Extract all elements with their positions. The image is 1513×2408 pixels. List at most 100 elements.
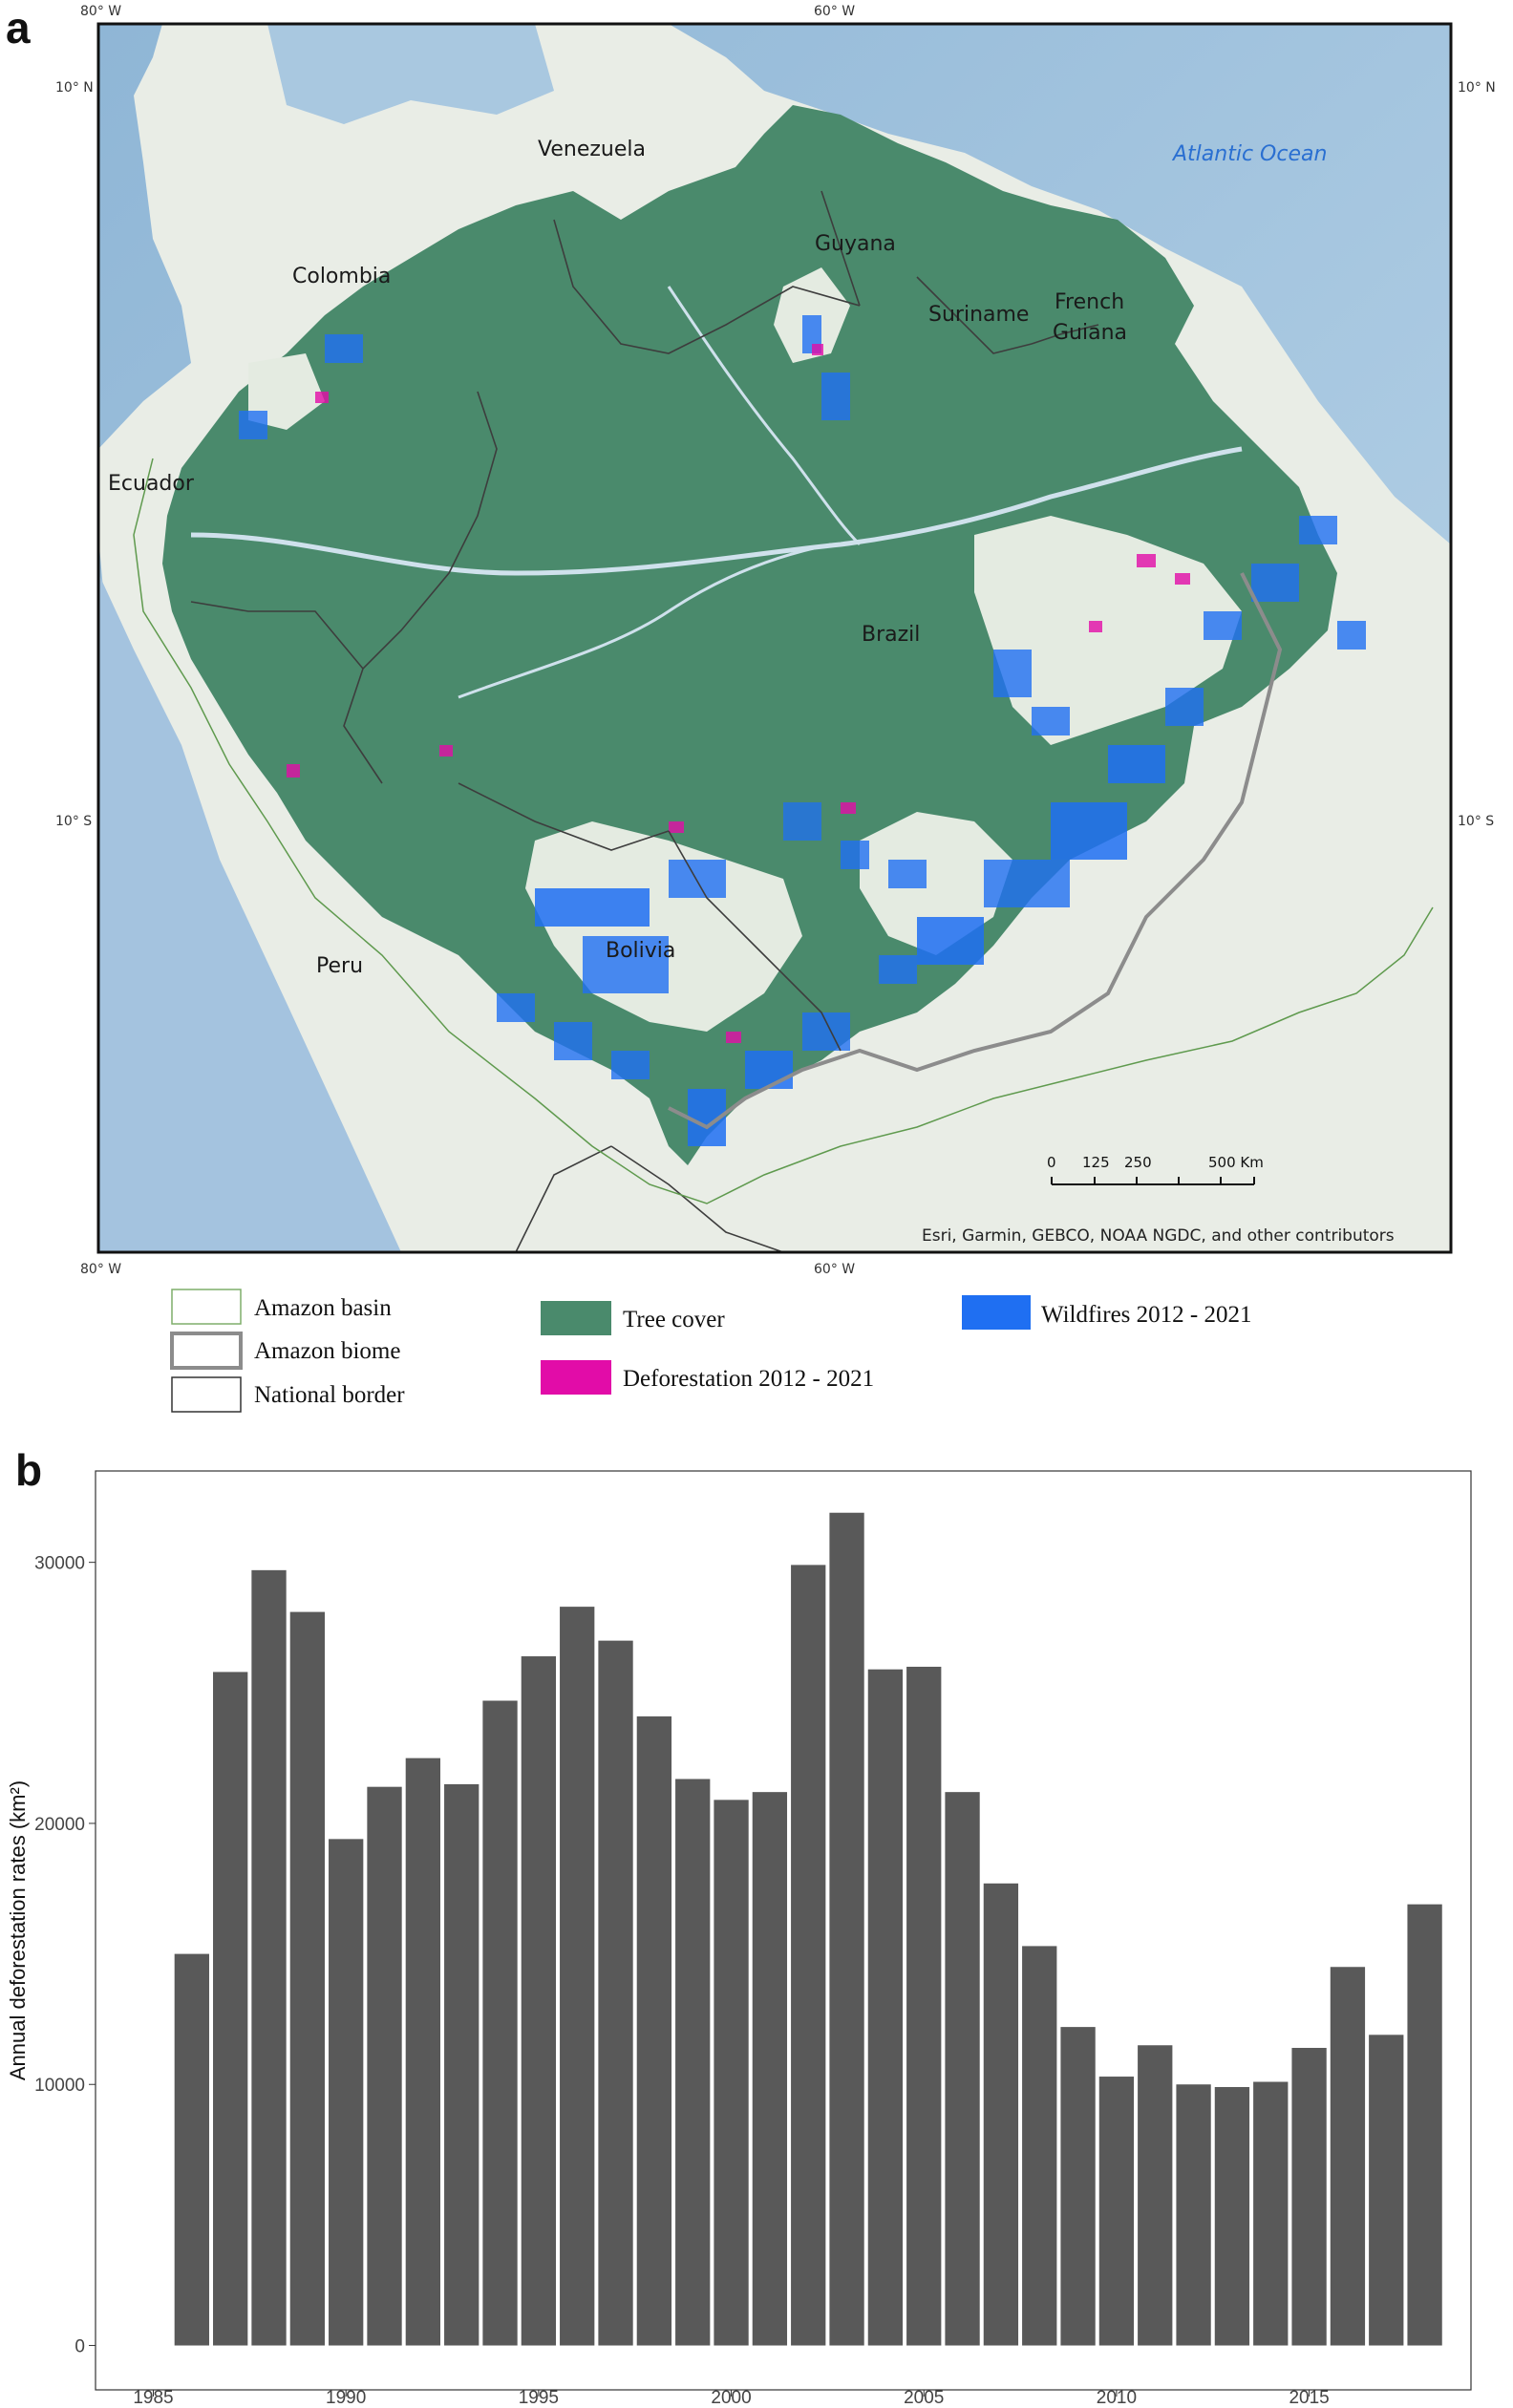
bar-2002: [791, 1565, 826, 2346]
legend-label-amazon-basin: Amazon basin: [254, 1295, 392, 1321]
x-tick-label: 1995: [519, 2388, 559, 2408]
bar-1990: [329, 1839, 364, 2346]
bars-group: [174, 1512, 1442, 2346]
river: [458, 543, 832, 699]
label-bolivia: Bolivia: [606, 939, 675, 963]
coord-bottom-left: 80° W: [80, 1262, 121, 1277]
bar-2003: [829, 1512, 864, 2346]
tree-cover-area: [162, 105, 1337, 1165]
legend-swatch-wildfires: [962, 1295, 1031, 1330]
coord-top-mid: 60° W: [814, 4, 855, 19]
legend-swatch-national-border: [171, 1376, 242, 1413]
y-axis-ticks: 0 10000 20000 30000: [34, 1554, 96, 2357]
national-borders: [190, 190, 1099, 1252]
bar-2016: [1330, 1967, 1366, 2346]
x-tick-label: 2015: [1289, 2388, 1329, 2408]
amazon-basin-border: [133, 458, 1434, 1204]
bar-2000: [714, 1800, 749, 2346]
scale-label-125: 125: [1082, 1154, 1110, 1171]
coord-left-n: 10° N: [55, 80, 94, 96]
bar-2008: [1022, 1946, 1057, 2346]
river: [667, 286, 862, 546]
scale-label-0: 0: [1047, 1154, 1056, 1171]
coord-right-n: 10° N: [1458, 80, 1496, 96]
bar-2007: [983, 1883, 1019, 2346]
label-venezuela: Venezuela: [538, 138, 646, 161]
label-french-guiana-1: French: [1055, 290, 1124, 314]
label-peru: Peru: [316, 954, 363, 978]
coord-right-s: 10° S: [1458, 814, 1494, 829]
bar-1996: [560, 1607, 595, 2346]
caribbean-area: [267, 24, 554, 124]
x-tick-label: 1985: [133, 2388, 173, 2408]
label-atlantic-ocean: Atlantic Ocean: [1171, 142, 1327, 166]
scale-label-250: 250: [1124, 1154, 1152, 1171]
coord-left-s: 10° S: [55, 814, 92, 829]
wildfire-markers: [239, 315, 1366, 1146]
bar-2005: [906, 1666, 942, 2346]
legend-label-wildfires: Wildfires 2012 - 2021: [1041, 1302, 1251, 1328]
label-french-guiana-2: Guiana: [1053, 321, 1127, 345]
coord-top-left: 80° W: [80, 4, 121, 19]
map-frame: [96, 22, 1453, 1254]
legend-swatch-tree-cover: [541, 1301, 611, 1335]
y-tick-label: 20000: [34, 1815, 85, 1835]
bar-1997: [598, 1640, 633, 2346]
legend-swatch-deforestation: [541, 1360, 611, 1395]
deforestation-bar-chart: 1985 1990 1995 2000 2005 2010 2015 0 10000 20000…: [6, 1470, 1472, 2408]
panel-a-letter: a: [6, 3, 31, 53]
bar-2006: [945, 1792, 980, 2346]
label-suriname: Suriname: [928, 303, 1029, 327]
bar-2018: [1407, 1904, 1442, 2346]
river: [190, 446, 1243, 576]
legend-label-national-border: National border: [254, 1382, 405, 1408]
bar-2009: [1060, 2027, 1096, 2346]
label-guyana: Guyana: [815, 232, 896, 256]
y-tick-label: 0: [75, 2337, 85, 2357]
pacific-area: [98, 573, 401, 1252]
bar-2012: [1176, 2084, 1211, 2346]
bar-1991: [367, 1786, 402, 2346]
bar-1987: [213, 1672, 248, 2346]
bar-1992: [405, 1758, 441, 2346]
deforestation-markers: [287, 344, 1190, 1043]
x-tick-label: 2010: [1097, 2388, 1137, 2408]
bar-1989: [289, 1611, 325, 2346]
bar-2017: [1369, 2035, 1404, 2346]
x-tick-label: 1990: [326, 2388, 366, 2408]
x-tick-label: 2000: [711, 2388, 751, 2408]
legend-swatch-amazon-basin: [171, 1289, 242, 1325]
bar-1995: [521, 1656, 557, 2346]
y-axis-title: Annual deforestation rates (km²): [6, 1780, 30, 2080]
bar-1993: [444, 1783, 479, 2346]
bar-2011: [1138, 2045, 1173, 2346]
x-tick-label: 2005: [904, 2388, 944, 2408]
bar-2015: [1291, 2047, 1327, 2346]
label-brazil: Brazil: [862, 623, 920, 647]
bar-2010: [1098, 2077, 1135, 2346]
map-legend: Amazon basin Amazon biome National borde…: [170, 1289, 1251, 1413]
panel-b-letter: b: [15, 1445, 43, 1495]
map-credit: Esri, Garmin, GEBCO, NOAA NGDC, and othe…: [922, 1226, 1395, 1246]
amazon-biome-border: [668, 572, 1283, 1130]
legend-label-amazon-biome: Amazon biome: [254, 1338, 400, 1364]
bar-1994: [482, 1700, 518, 2346]
bar-2014: [1253, 2081, 1289, 2346]
y-tick-label: 30000: [34, 1554, 85, 1574]
amazon-map: 80° W 60° W 80° W 60° W 10° N 10° S 10° …: [55, 4, 1496, 1413]
bar-1988: [251, 1569, 287, 2346]
bar-1999: [675, 1779, 711, 2346]
bar-1998: [636, 1715, 672, 2346]
label-colombia: Colombia: [292, 265, 391, 288]
label-ecuador: Ecuador: [108, 472, 195, 496]
bar-2004: [867, 1669, 904, 2346]
bar-2013: [1214, 2086, 1250, 2346]
x-axis-ticks: 1985 1990 1995 2000 2005 2010 2015: [133, 2388, 1329, 2408]
legend-swatch-amazon-biome: [170, 1332, 243, 1370]
bar-1986: [174, 1953, 209, 2346]
scale-bar: [1051, 1177, 1255, 1185]
y-tick-label: 10000: [34, 2076, 85, 2096]
bar-2001: [752, 1792, 788, 2346]
legend-label-tree-cover: Tree cover: [623, 1307, 725, 1332]
legend-label-deforestation: Deforestation 2012 - 2021: [623, 1366, 874, 1392]
